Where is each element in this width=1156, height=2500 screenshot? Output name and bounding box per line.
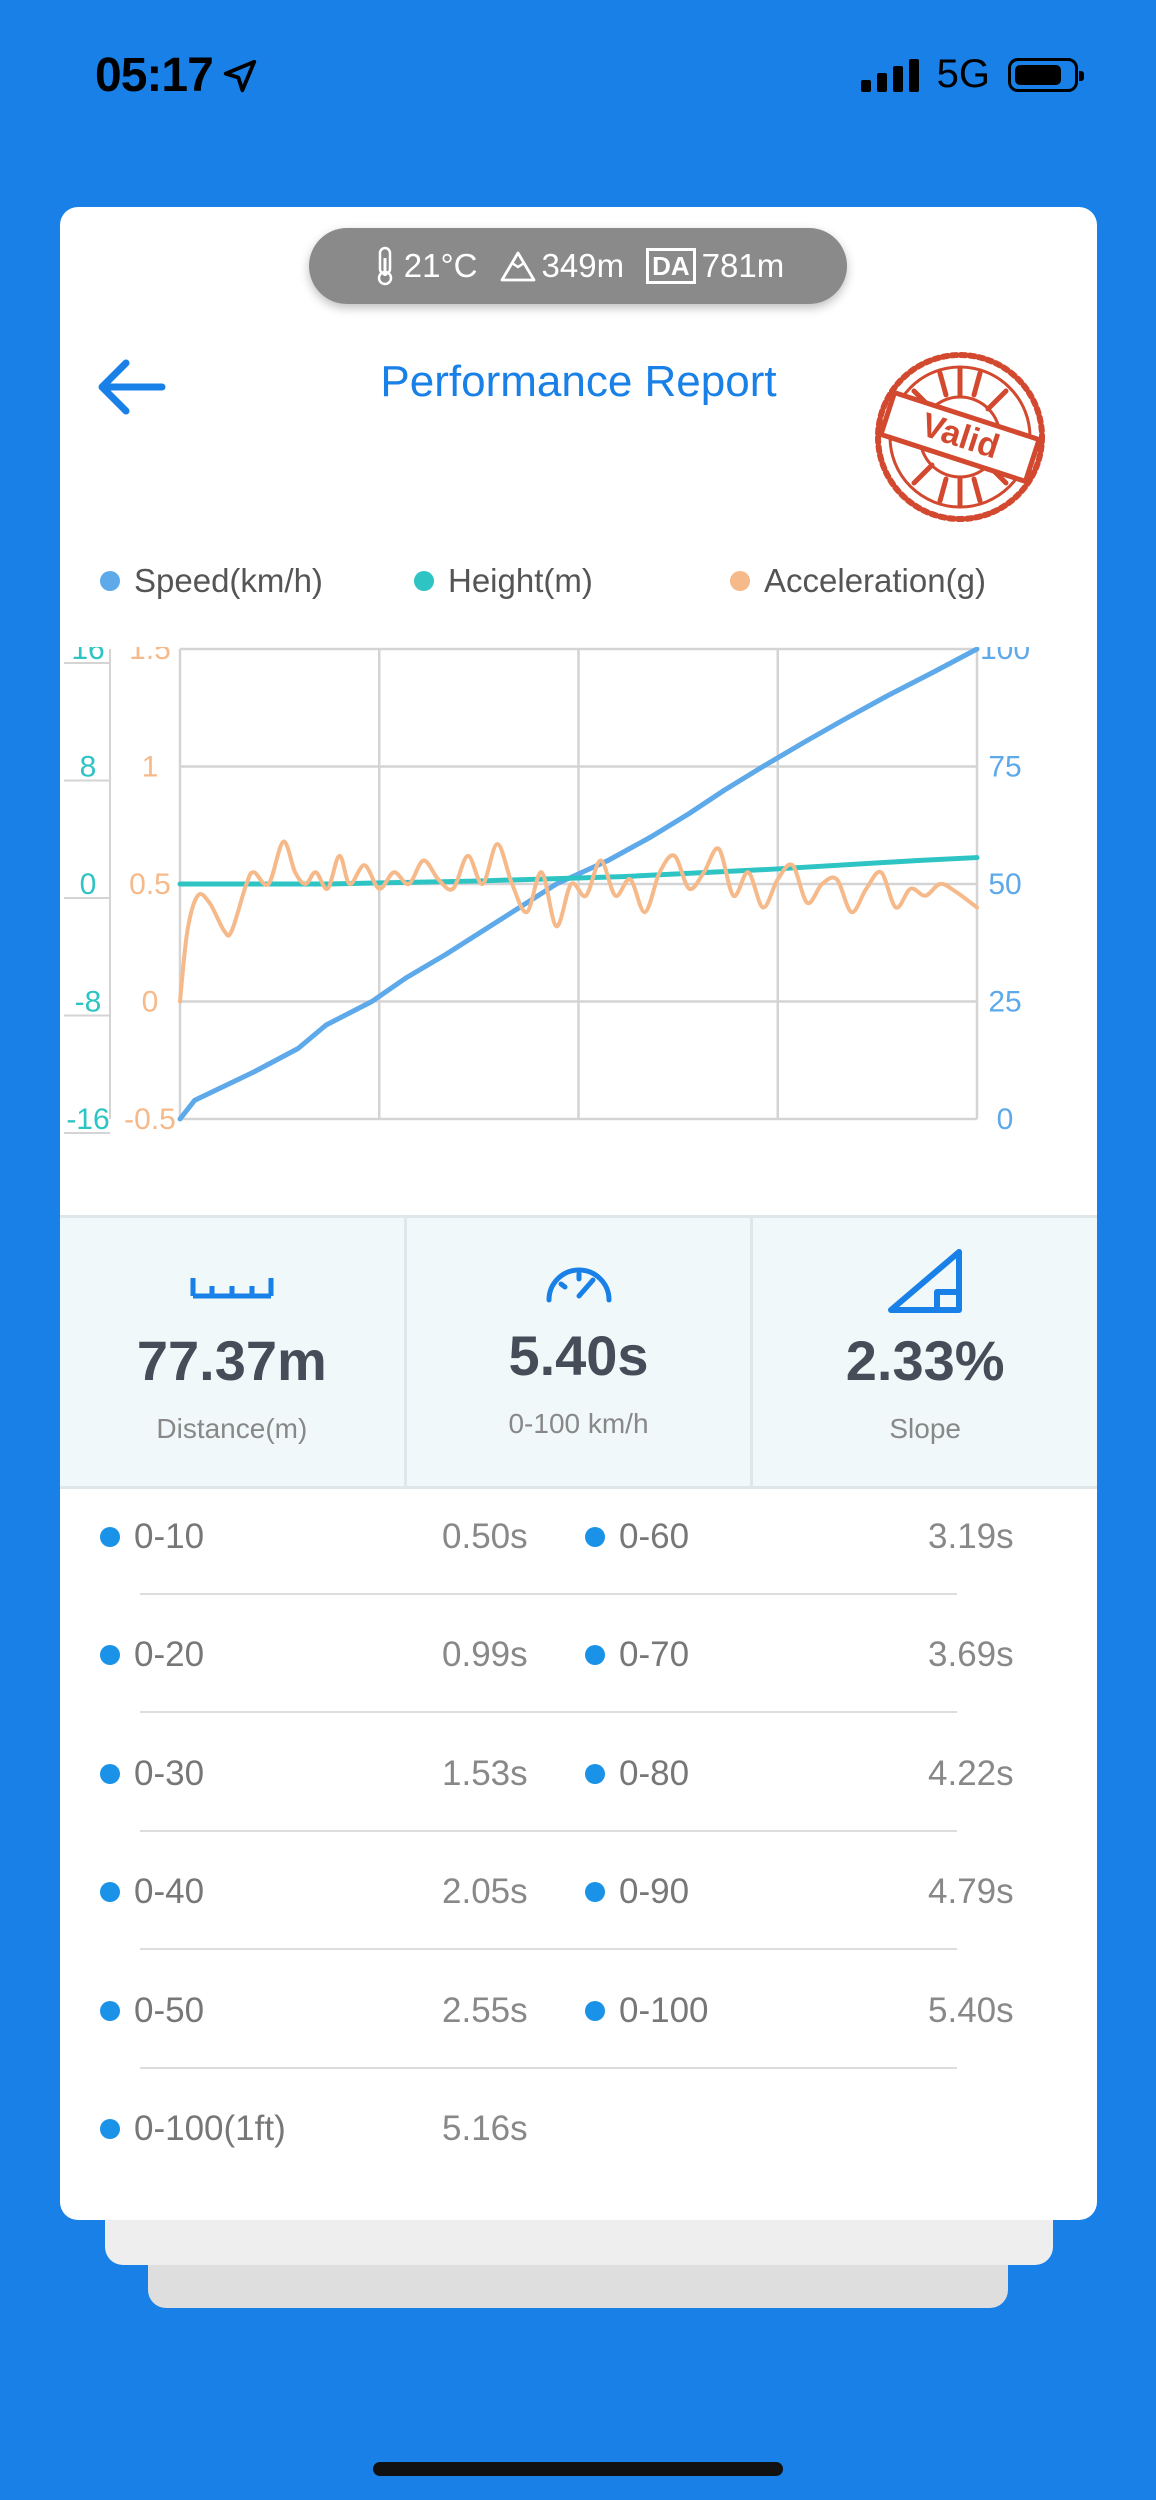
stat-value: 2.33% (845, 1329, 1005, 1392)
divider (140, 2067, 957, 2069)
mountain-icon (500, 251, 535, 282)
tick-label-height: 0 (80, 868, 97, 901)
tick-label-speed: 100 (980, 647, 1030, 666)
divider (140, 1830, 957, 1832)
bullet-icon (585, 1645, 605, 1665)
temperature: 21°C (403, 247, 478, 284)
legend-dot (730, 571, 750, 591)
status-bar: 05:17 5G (0, 0, 1156, 150)
stat-slope: 2.33% Slope (753, 1218, 1097, 1486)
split-time: 0.50s (442, 1517, 528, 1556)
stat-label: Slope (889, 1413, 961, 1444)
tick-label-speed: 25 (988, 986, 1021, 1019)
bullet-icon (585, 1764, 605, 1784)
tick-label-height: -16 (66, 1103, 109, 1136)
list-item: 0-10 0.50s 0-60 3.19s (60, 1497, 1097, 1615)
divider (140, 1711, 957, 1713)
legend-item-height: Height(m) (414, 562, 593, 600)
stat-value: 77.37m (136, 1329, 327, 1392)
status-time: 05:17 (95, 48, 259, 103)
performance-chart: 16 8 0 -8 -16 1.5 1 0.5 0 -0.5 100 75 50 25 0 (64, 647, 1030, 1136)
series-acceleration-line (178, 839, 979, 1004)
network-type: 5G (936, 52, 990, 96)
series-height-line (177, 855, 980, 887)
bullet-icon (100, 1645, 120, 1665)
stat-label: 0-100 km/h (508, 1408, 649, 1439)
bullet-icon (585, 2001, 605, 2021)
location-arrow-icon (223, 59, 256, 92)
density-altitude-icon: DA (646, 248, 696, 284)
tick-label-height: 16 (71, 647, 104, 666)
page-title: Performance Report (380, 357, 777, 406)
series-speed-line (177, 647, 980, 1122)
list-item: 0-30 1.53s 0-80 4.22s (60, 1734, 1097, 1852)
battery-icon (1008, 57, 1084, 92)
list-item: 0-50 2.55s 0-100 5.40s (60, 1971, 1097, 2089)
stat-value: 5.40s (508, 1324, 649, 1387)
split-time: 5.40s (928, 1991, 1014, 2030)
split-time: 3.19s (928, 1517, 1014, 1556)
split-time: 2.05s (442, 1872, 528, 1911)
divider (140, 1948, 957, 1950)
split-time: 2.55s (442, 1991, 528, 2030)
altitude: 349m (541, 247, 625, 284)
tick-label-height: 8 (80, 751, 97, 784)
split-time: 1.53s (442, 1754, 528, 1793)
bullet-icon (585, 1882, 605, 1902)
conditions-pill: 21°C 349m DA 781m (309, 228, 847, 304)
legend-dot (100, 571, 120, 591)
slope-icon (888, 1249, 963, 1313)
split-time: 4.22s (928, 1754, 1014, 1793)
bullet-icon (100, 2119, 120, 2139)
speedometer-icon (546, 1267, 611, 1303)
tick-label-height: -8 (75, 986, 102, 1019)
list-item: 0-40 2.05s 0-90 4.79s (60, 1852, 1097, 1970)
stats-panel: 77.37m Distance(m) 5.40s 0-100 km/h 2.33… (60, 1215, 1097, 1489)
tick-label-acceleration: 1 (142, 751, 159, 784)
thermometer-icon (377, 246, 393, 286)
legend-item-acceleration: Acceleration(g) (730, 562, 986, 600)
valid-stamp-icon: Valid (875, 352, 1045, 522)
back-arrow-icon[interactable] (90, 347, 170, 427)
bullet-icon (100, 1882, 120, 1902)
tick-label-acceleration: 0 (142, 986, 159, 1019)
tick-label-speed: 75 (988, 751, 1021, 784)
tick-label-acceleration: -0.5 (124, 1103, 176, 1136)
density-altitude: 781m (701, 247, 785, 284)
tick-label-speed: 0 (997, 1103, 1014, 1136)
split-time: 3.69s (928, 1635, 1014, 1674)
tick-label-speed: 50 (988, 868, 1021, 901)
signal-icon (860, 58, 919, 92)
divider (140, 1593, 957, 1595)
ruler-icon (190, 1278, 274, 1299)
split-time: 4.79s (928, 1872, 1014, 1911)
tick-label-acceleration: 1.5 (129, 647, 171, 666)
bullet-icon (100, 1764, 120, 1784)
stat-zero-to-hundred: 5.40s 0-100 km/h (407, 1218, 754, 1486)
list-item: 0-20 0.99s 0-70 3.69s (60, 1615, 1097, 1733)
bullet-icon (585, 1527, 605, 1547)
split-time: 0.99s (442, 1635, 528, 1674)
stat-distance: 77.37m Distance(m) (60, 1218, 407, 1486)
stat-label: Distance(m) (156, 1413, 308, 1444)
report-card: 21°C 349m DA 781m Performance Report (60, 207, 1097, 2220)
split-time: 5.16s (442, 2109, 528, 2148)
list-item: 0-100(1ft) 5.16s (60, 2089, 1097, 2207)
bullet-icon (100, 1527, 120, 1547)
bullet-icon (100, 2001, 120, 2021)
legend-dot (414, 571, 434, 591)
home-indicator[interactable] (373, 2462, 783, 2476)
legend-item-speed: Speed(km/h) (100, 562, 323, 600)
tick-label-acceleration: 0.5 (129, 868, 171, 901)
